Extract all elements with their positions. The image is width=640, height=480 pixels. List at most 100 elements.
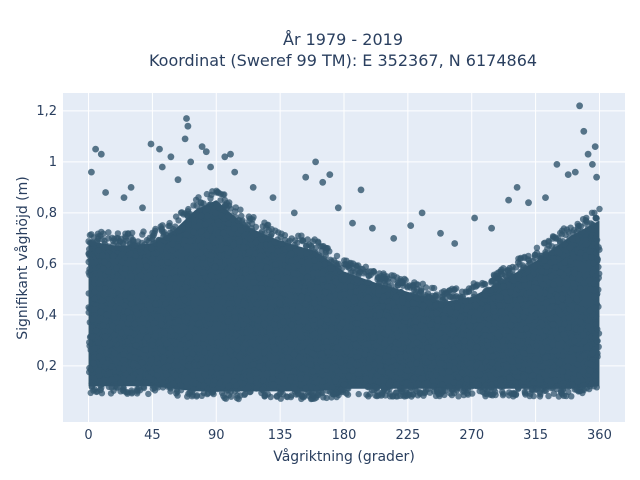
data-point — [432, 302, 439, 309]
data-point — [151, 384, 158, 392]
data-point — [404, 301, 411, 308]
data-point — [121, 302, 129, 310]
data-point — [257, 242, 264, 250]
data-point — [569, 365, 576, 372]
data-point — [412, 318, 419, 325]
data-point — [173, 352, 181, 359]
data-point — [213, 369, 221, 377]
data-point — [343, 261, 350, 268]
data-point — [469, 370, 476, 377]
data-point — [454, 303, 461, 311]
data-point — [309, 368, 317, 375]
data-point — [333, 252, 341, 260]
data-point — [162, 270, 170, 277]
data-point — [555, 277, 562, 284]
data-point — [532, 367, 540, 374]
data-point — [106, 280, 113, 287]
data-point — [97, 308, 104, 316]
data-point — [240, 299, 248, 307]
data-point — [195, 320, 203, 327]
data-point — [380, 270, 387, 277]
data-point — [143, 262, 150, 270]
data-point — [535, 334, 542, 341]
data-point — [558, 302, 566, 310]
data-point — [303, 250, 310, 257]
data-point — [542, 251, 549, 258]
data-point — [548, 287, 555, 294]
data-point — [90, 359, 97, 367]
data-point — [549, 371, 557, 378]
data-point — [98, 297, 106, 304]
data-point — [580, 331, 587, 338]
data-point — [318, 383, 326, 390]
data-point — [231, 357, 238, 364]
data-point — [424, 344, 431, 351]
data-point — [365, 294, 372, 301]
data-point — [162, 300, 169, 307]
data-point — [363, 341, 370, 348]
data-point — [208, 281, 215, 289]
data-point — [181, 237, 188, 244]
data-point — [86, 245, 93, 253]
data-point — [165, 362, 172, 370]
data-point — [91, 288, 99, 295]
data-point — [478, 364, 485, 372]
data-point — [279, 380, 287, 387]
data-point — [299, 364, 306, 372]
data-point — [328, 283, 335, 290]
data-point — [298, 266, 306, 274]
data-point — [404, 367, 411, 374]
data-point — [420, 302, 427, 310]
data-point — [318, 350, 325, 358]
data-point — [515, 357, 522, 364]
data-point — [565, 297, 573, 304]
data-point — [105, 229, 112, 236]
data-point — [295, 354, 303, 361]
data-point — [450, 359, 458, 366]
data-point — [318, 388, 325, 396]
data-point — [511, 307, 518, 314]
data-point — [578, 228, 586, 235]
data-point — [502, 327, 510, 334]
data-point — [385, 347, 392, 354]
data-point — [95, 339, 102, 346]
data-point — [593, 236, 601, 244]
data-point — [164, 259, 172, 266]
data-point — [471, 334, 479, 341]
data-point — [468, 376, 476, 383]
data-point — [572, 289, 580, 297]
data-point — [266, 313, 274, 321]
data-point — [266, 233, 273, 241]
data-point — [552, 264, 559, 271]
data-point — [100, 265, 107, 272]
data-point — [329, 365, 336, 372]
data-point — [506, 374, 513, 381]
data-point — [158, 315, 165, 323]
data-point — [132, 279, 140, 286]
data-point — [568, 302, 576, 310]
data-point — [213, 365, 221, 372]
data-point — [415, 368, 422, 375]
data-point — [227, 288, 234, 295]
data-point — [244, 309, 252, 316]
data-point — [227, 367, 234, 374]
data-point — [339, 299, 346, 307]
data-point — [565, 388, 572, 396]
data-point — [86, 231, 94, 239]
data-point — [238, 288, 245, 296]
data-point — [158, 276, 166, 284]
data-point — [109, 322, 116, 330]
data-point — [435, 341, 442, 349]
data-point — [166, 284, 173, 291]
data-point — [489, 359, 496, 366]
data-point — [105, 243, 112, 250]
data-point — [208, 368, 215, 376]
data-point — [285, 364, 292, 372]
data-point — [158, 225, 165, 232]
data-point — [496, 302, 503, 309]
data-point — [373, 384, 380, 392]
data-point — [257, 307, 264, 315]
data-point — [533, 342, 540, 350]
data-point — [166, 349, 173, 357]
data-point — [545, 237, 552, 245]
